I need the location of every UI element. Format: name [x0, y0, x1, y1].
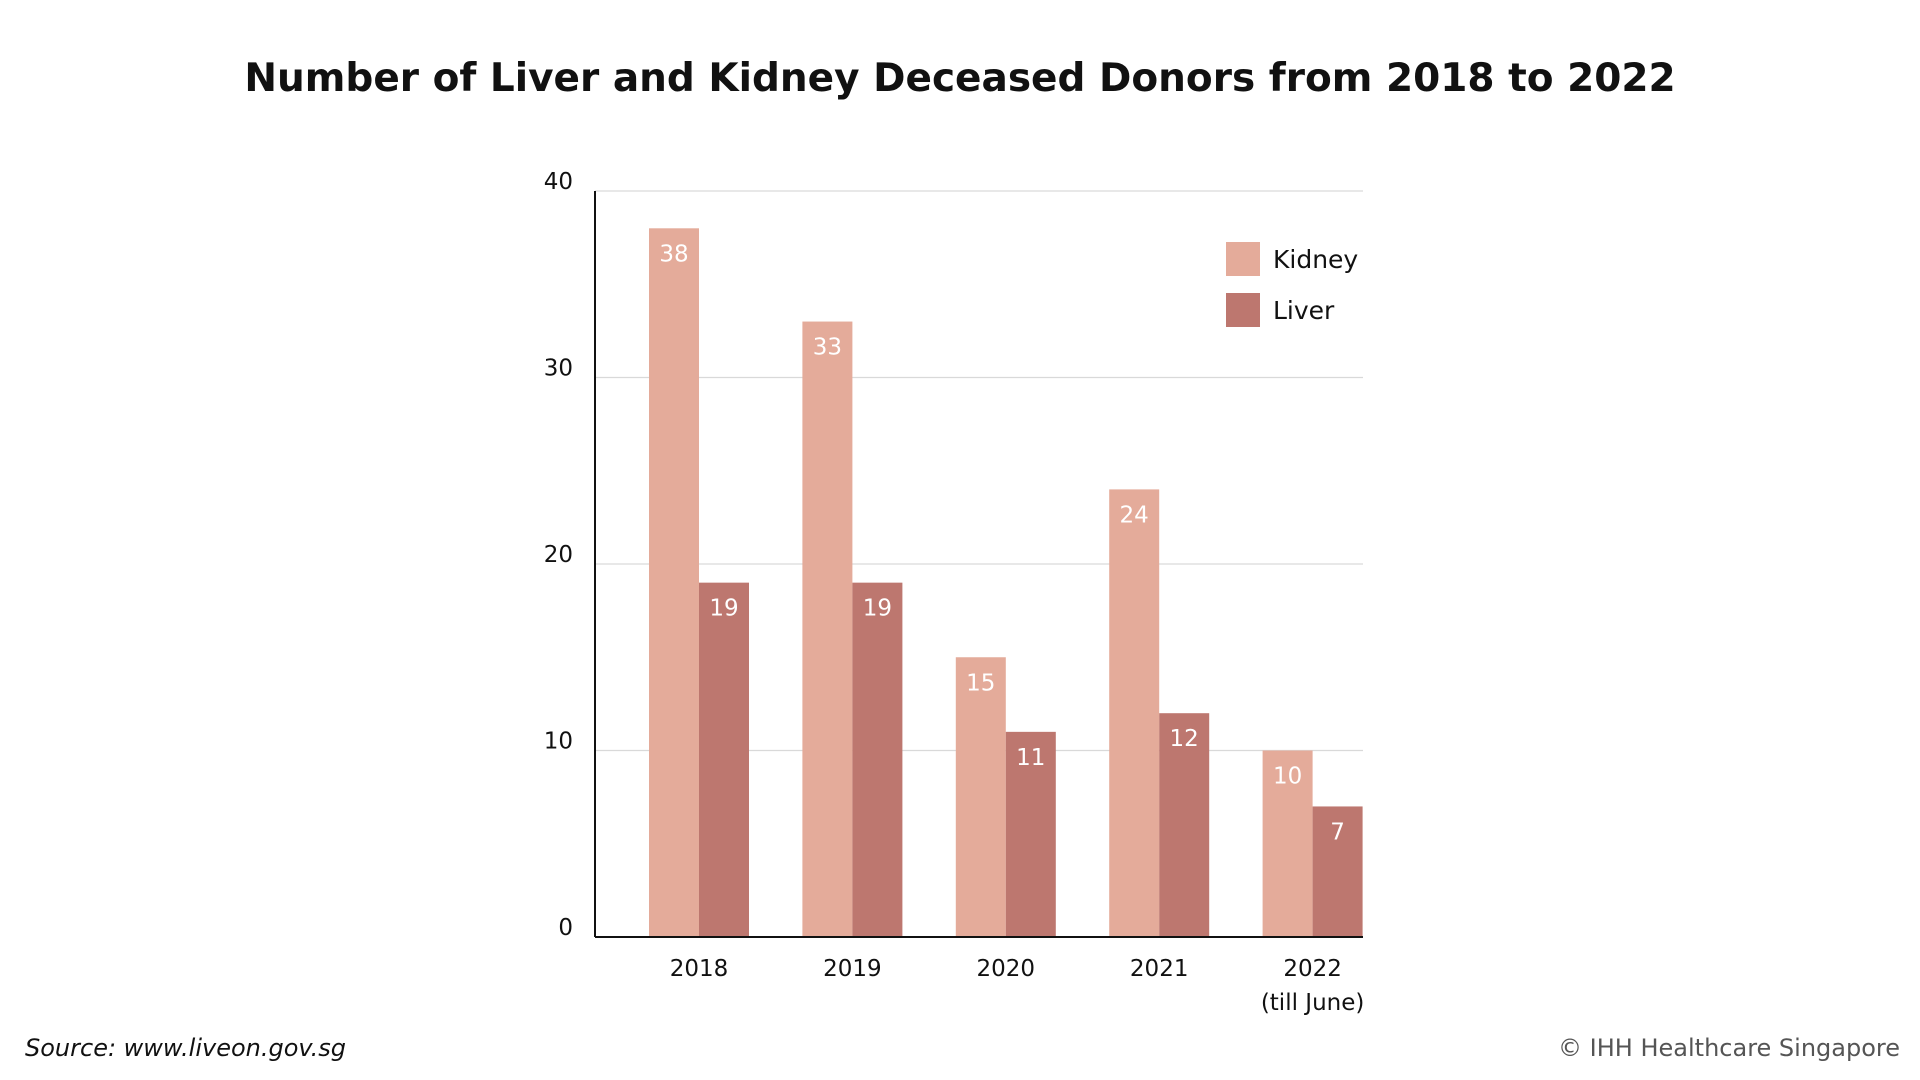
bar-kidney: [649, 228, 699, 938]
data-label: 11: [1016, 745, 1045, 771]
x-tick-label: 2018: [670, 956, 729, 982]
data-label: 19: [709, 596, 738, 622]
x-tick-label: 2021: [1130, 956, 1189, 982]
chart-title: Number of Liver and Kidney Deceased Dono…: [244, 56, 1676, 101]
data-label: 7: [1330, 819, 1345, 845]
bar-kidney: [955, 657, 1006, 937]
legend-label: Kidney: [1273, 245, 1358, 274]
bar-liver: [852, 582, 903, 937]
data-label: 12: [1170, 726, 1199, 752]
legend-label: Liver: [1273, 296, 1335, 325]
x-tick-sublabel: (till June): [1261, 990, 1365, 1016]
y-tick-label: 20: [544, 542, 573, 568]
bar-kidney: [802, 321, 853, 937]
legend-swatch-kidney: [1226, 242, 1260, 276]
data-label: 24: [1120, 502, 1149, 528]
y-tick-label: 30: [544, 356, 573, 382]
legend-swatch-liver: [1226, 293, 1260, 327]
bar-liver: [1159, 713, 1210, 937]
bar-kidney: [1109, 489, 1160, 937]
data-label: 38: [659, 241, 688, 267]
bar-liver: [1312, 806, 1363, 937]
data-label: 15: [966, 670, 995, 696]
bar-kidney: [1262, 750, 1313, 937]
data-label: 19: [863, 596, 892, 622]
data-label: 10: [1273, 764, 1302, 790]
y-tick-label: 10: [544, 729, 573, 755]
x-tick-label: 2019: [823, 956, 882, 982]
data-label: 33: [813, 335, 842, 361]
copyright-note: © IHH Healthcare Singapore: [1558, 1034, 1900, 1062]
y-tick-label: 0: [558, 915, 573, 941]
x-tick-label: 2022: [1283, 956, 1342, 982]
source-note: Source: www.liveon.gov.sg: [25, 1034, 347, 1062]
x-tick-label: 2020: [977, 956, 1036, 982]
y-tick-label: 40: [544, 169, 573, 195]
bar-liver: [699, 582, 749, 937]
bar-liver: [1005, 731, 1056, 937]
